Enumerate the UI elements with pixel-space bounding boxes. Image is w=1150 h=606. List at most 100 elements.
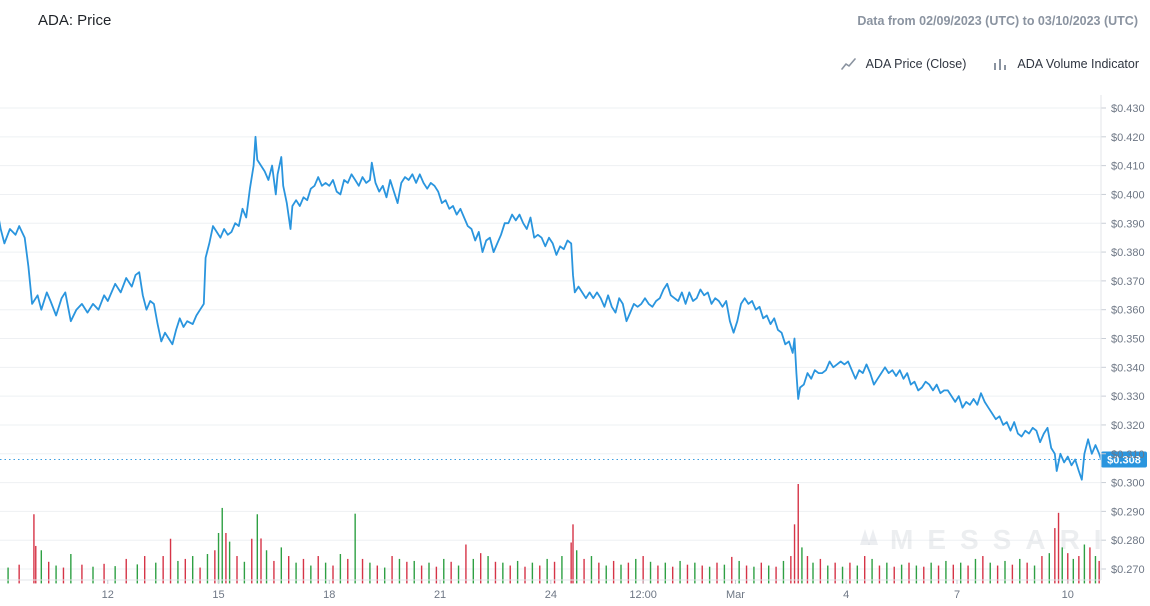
volume-bar [806, 556, 809, 584]
legend-item-volume[interactable]: ADA Volume Indicator [992, 57, 1139, 71]
volume-bar [694, 562, 696, 584]
volume-bar [369, 562, 371, 584]
y-tick-label: $0.310 [1111, 449, 1145, 461]
volume-bar [1089, 547, 1091, 584]
volume-bar [7, 567, 9, 584]
volume-bar [225, 532, 227, 584]
volume-bar [871, 558, 873, 584]
volume-bar [989, 562, 991, 584]
volume-bar [155, 562, 157, 584]
volume-bar [435, 566, 438, 584]
volume-bar [40, 550, 43, 584]
volume-bar [136, 564, 139, 584]
volume-bar [1004, 560, 1006, 584]
volume-bar [575, 550, 578, 584]
volume-bar [886, 562, 888, 584]
volume-bar [376, 565, 379, 584]
volume-bar [243, 561, 246, 584]
volume-bar [103, 563, 105, 584]
legend-item-price[interactable]: ADA Price (Close) [840, 57, 967, 71]
volume-bar [317, 556, 319, 584]
grid-lines [0, 107, 1101, 570]
volume-bar [354, 513, 356, 584]
volume-bar [347, 558, 349, 584]
volume-bar [790, 556, 792, 584]
volume-bar [753, 566, 755, 584]
volume-bar [767, 565, 770, 584]
volume-bar [583, 558, 585, 584]
x-tick-label: 21 [434, 589, 446, 601]
volume-bar [1019, 558, 1021, 584]
volume-bar [169, 538, 172, 584]
volume-bar [361, 558, 364, 584]
legend-label-price: ADA Price (Close) [865, 57, 967, 71]
volume-bar [339, 554, 342, 584]
volume-bar [782, 560, 785, 584]
volume-bar [708, 566, 711, 584]
volume-bar [143, 556, 146, 584]
volume-bar [221, 507, 223, 584]
volume-bar [487, 556, 489, 584]
volume-bar [945, 560, 947, 584]
volume-bar [81, 564, 83, 584]
volume-bar [1098, 560, 1100, 584]
volume-bar [214, 550, 216, 584]
volume-bar [92, 566, 94, 584]
volume-bar [827, 565, 829, 584]
volume-bar [635, 558, 637, 584]
volume-bar [33, 514, 35, 584]
volume-bar [967, 565, 969, 584]
x-tick-label: 12:00 [629, 589, 657, 601]
volume-bar [398, 558, 401, 584]
volume-bar [260, 538, 262, 584]
volume-bar [982, 556, 984, 584]
volume-bar [627, 562, 630, 584]
volume-bar [472, 558, 475, 584]
volume-bar [671, 566, 674, 584]
y-tick-label: $0.270 [1111, 564, 1145, 576]
y-tick-label: $0.390 [1111, 218, 1145, 230]
chart-title: ADA: Price [38, 12, 112, 29]
y-tick-label: $0.360 [1111, 305, 1145, 317]
y-tick-label: $0.400 [1111, 189, 1145, 201]
volume-bar [1078, 556, 1080, 584]
y-tick-label: $0.420 [1111, 132, 1145, 144]
volume-bar [332, 565, 334, 584]
volume-bar [494, 561, 497, 584]
volume-bar [1083, 544, 1086, 584]
volume-bar [546, 558, 548, 584]
date-range: Data from 02/09/2023 (UTC) to 03/10/2023… [857, 14, 1138, 28]
volume-bar [570, 542, 572, 584]
volume-bar [273, 560, 275, 584]
current-price-marker: $0.308 [0, 451, 1147, 468]
volume-bar [841, 566, 844, 584]
volume-bar [256, 514, 259, 584]
volume-bar [996, 565, 999, 584]
x-tick-label: 4 [843, 589, 849, 601]
y-tick-label: $0.320 [1111, 420, 1145, 432]
volume-bar [863, 556, 866, 584]
volume-bar [679, 560, 681, 584]
volume-bar [572, 524, 574, 584]
volume-bar [649, 561, 652, 584]
x-tick-label: 10 [1062, 589, 1074, 601]
volume-bar [265, 550, 268, 584]
volume-bar [760, 562, 763, 584]
volume-bar [391, 556, 393, 584]
bar-chart-icon [994, 59, 1007, 70]
volume-bar [605, 565, 607, 584]
y-tick-label: $0.340 [1111, 362, 1145, 374]
volume-bar [878, 565, 881, 584]
watermark-text: MESSARI [890, 524, 1116, 555]
volume-bars [7, 484, 1100, 584]
volume-bar [531, 562, 534, 584]
volume-bar [893, 566, 895, 584]
volume-bar [642, 556, 644, 584]
volume-bar [923, 566, 925, 584]
volume-bar [35, 545, 37, 584]
y-tick-label: $0.330 [1111, 391, 1145, 403]
volume-bar [701, 565, 703, 584]
messari-logo-icon [860, 529, 878, 545]
